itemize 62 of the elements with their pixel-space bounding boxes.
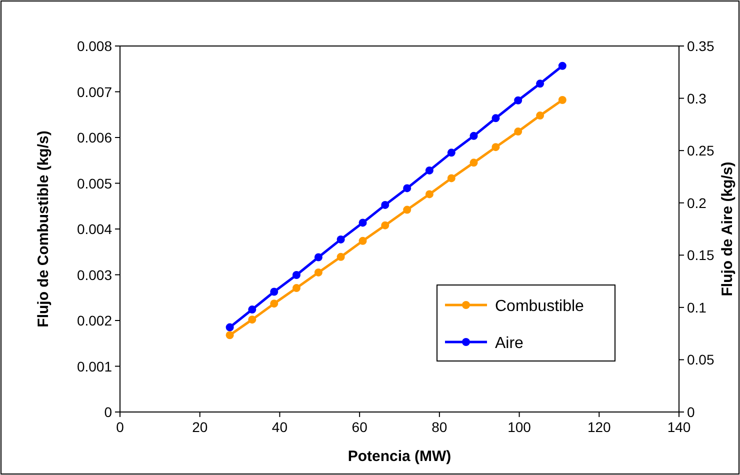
point — [470, 132, 478, 140]
point — [536, 80, 544, 88]
point — [248, 316, 256, 324]
legend-label: Aire — [495, 335, 524, 352]
point — [425, 166, 434, 174]
point — [492, 114, 500, 122]
y-tick-label: 0.002 — [76, 312, 112, 328]
y-axis-title: Flujo de Combustible (kg/s) — [35, 130, 52, 328]
point — [270, 300, 278, 308]
y-tick-label: 0 — [104, 404, 112, 420]
point — [292, 271, 300, 280]
x-tick-label: 140 — [667, 419, 691, 435]
y2-tick-label: 0.15 — [687, 247, 714, 264]
point — [403, 184, 412, 192]
x-tick-label: 0 — [116, 419, 124, 435]
y-tick-label: 0.004 — [76, 221, 112, 237]
x-tick-label: 120 — [587, 419, 612, 435]
y2-tick-label: 0.2 — [687, 194, 707, 211]
point — [536, 112, 544, 120]
point — [514, 128, 522, 136]
y-tick-label: 0.008 — [76, 38, 112, 54]
y-tick-label: 0.007 — [76, 84, 112, 100]
point — [336, 235, 345, 244]
y-tick-label: 0.003 — [76, 266, 112, 283]
point — [358, 236, 367, 245]
y2-axis-title: Flujo de Aire (kg/s) — [719, 162, 736, 296]
point — [447, 148, 456, 157]
point — [314, 253, 322, 262]
point — [226, 331, 234, 340]
y-tick-label: 0.001 — [76, 358, 112, 374]
x-tick-label: 40 — [272, 419, 288, 435]
y2-tick-label: 0 — [687, 404, 695, 420]
x-tick-label: 60 — [352, 419, 368, 435]
point — [403, 206, 412, 214]
x-tick-label: 100 — [508, 419, 532, 435]
point — [447, 174, 456, 182]
point — [470, 158, 478, 167]
point — [358, 218, 367, 227]
point — [270, 288, 278, 296]
point — [314, 268, 322, 276]
y-tick-label: 0.006 — [76, 130, 112, 146]
y2-tick-label: 0.3 — [687, 90, 707, 106]
point — [514, 96, 522, 104]
point — [292, 284, 300, 292]
point — [226, 323, 234, 332]
point — [425, 190, 434, 198]
point — [248, 306, 256, 314]
point — [381, 221, 390, 230]
x-axis-title: Potencia (MW) — [348, 448, 452, 465]
point — [381, 200, 390, 209]
y2-tick-label: 0.25 — [687, 142, 714, 159]
y-tick-label: 0.005 — [76, 175, 112, 192]
x-tick-label: 80 — [432, 419, 448, 435]
point — [336, 252, 345, 261]
y2-tick-label: 0.1 — [687, 299, 707, 316]
y2-tick-label: 0.05 — [687, 352, 714, 368]
point — [558, 62, 566, 70]
point — [558, 96, 566, 104]
point — [492, 143, 500, 152]
x-tick-label: 20 — [192, 419, 208, 435]
legend-label: Combustible — [495, 298, 584, 315]
y2-tick-label: 0.35 — [687, 38, 714, 54]
